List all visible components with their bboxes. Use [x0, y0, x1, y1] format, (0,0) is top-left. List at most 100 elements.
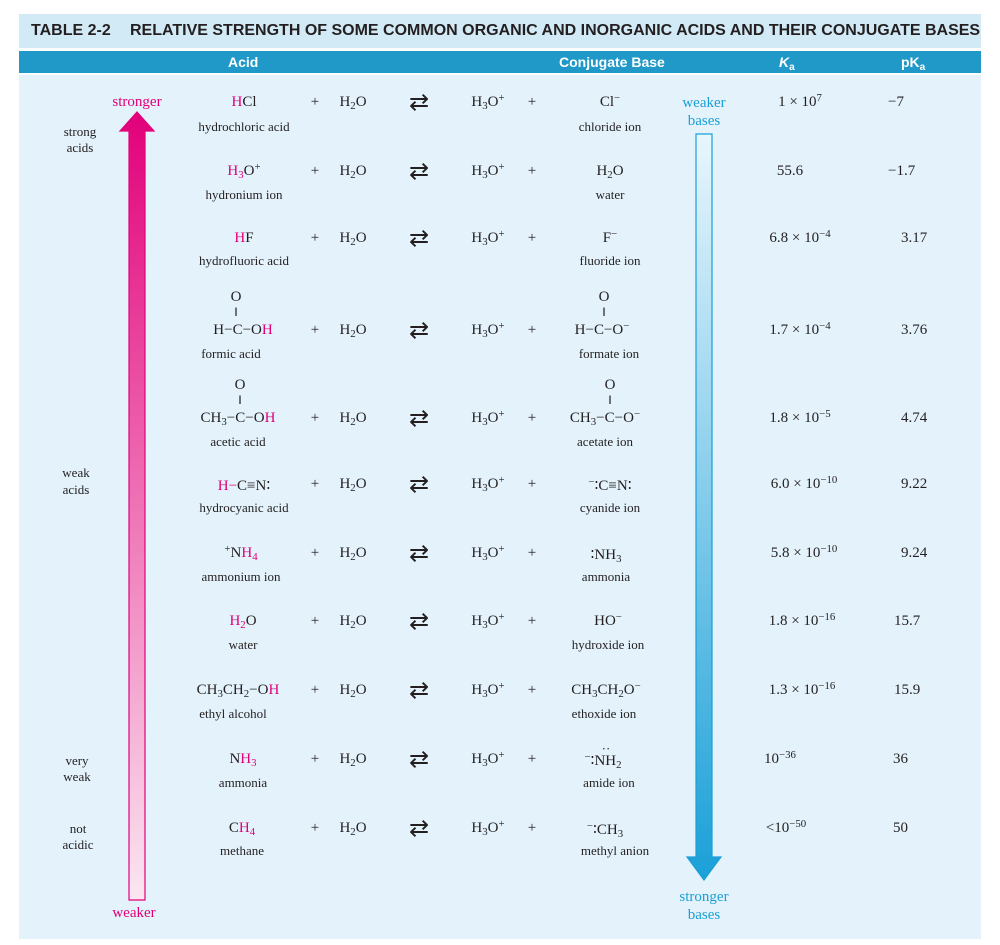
equilibrium-arrow-icon: ⇄ — [408, 226, 430, 252]
plus-sign: + — [527, 682, 537, 698]
plus-sign: + — [310, 751, 320, 767]
water-reactant: H2O — [339, 322, 367, 341]
acid-formula: NH3 — [229, 751, 257, 770]
plus-sign: + — [310, 410, 320, 426]
strong-acids-label-1: strong — [63, 124, 97, 139]
base-name: water — [595, 187, 625, 202]
hydronium-product: H3O+ — [471, 161, 505, 182]
pka-value: 9.22 — [901, 476, 928, 492]
strong-acids-label-2: acids — [66, 140, 94, 155]
carbonyl-o: O — [234, 377, 246, 393]
table-number: TABLE 2-2 — [31, 22, 111, 39]
pka-value: −1.7 — [888, 163, 916, 179]
not-acidic-label-2: acidic — [62, 837, 94, 852]
ka-value: 55.6 — [776, 163, 804, 179]
equilibrium-arrow-icon: ⇄ — [408, 747, 430, 773]
hydronium-product: H3O+ — [471, 818, 505, 839]
plus-sign: + — [527, 94, 537, 110]
acid-name: ammonia — [218, 775, 268, 790]
acid-formula: +NH4 — [224, 543, 258, 564]
plus-sign: + — [310, 230, 320, 246]
acid-name: water — [228, 637, 258, 652]
equilibrium-arrow-icon: ⇄ — [408, 406, 430, 432]
ka-value: 1.3 × 10−16 — [768, 680, 836, 698]
very-weak-label-2: weak — [63, 769, 91, 784]
acid-strength-arrow — [118, 111, 156, 901]
very-weak-label-1: very — [65, 753, 89, 768]
header-conjugate-base: Conjugate Base — [559, 54, 665, 70]
lone-pair-dots: ·· — [601, 741, 611, 756]
base-formula: H−C−O− — [574, 320, 630, 338]
plus-sign: + — [527, 322, 537, 338]
base-name: formate ion — [578, 346, 640, 361]
hydronium-product: H3O+ — [471, 408, 505, 429]
base-formula: ∶NH3 — [590, 547, 622, 566]
carbonyl-o: O — [230, 289, 242, 305]
base-name: ethoxide ion — [571, 706, 637, 721]
equilibrium-arrow-icon: ⇄ — [408, 678, 430, 704]
ka-value: <10−50 — [765, 818, 807, 836]
acid-formula: H2O — [229, 613, 257, 632]
carbonyl-o: O — [598, 289, 610, 305]
pka-value: 36 — [893, 751, 908, 767]
base-formula: H2O — [596, 163, 624, 182]
pka-value: 3.17 — [901, 230, 928, 246]
pka-value: 15.9 — [894, 682, 921, 698]
acid-name: ethyl alcohol — [199, 706, 267, 721]
double-bond: ‖ — [608, 392, 612, 407]
base-strength-arrow — [685, 133, 723, 882]
header-ka: Ka — [779, 54, 795, 74]
ka-value: 5.8 × 10−10 — [770, 543, 838, 561]
acid-name: ammonium ion — [201, 569, 281, 584]
plus-sign: + — [527, 163, 537, 179]
acid-name: formic acid — [201, 346, 261, 361]
equilibrium-arrow-icon: ⇄ — [408, 541, 430, 567]
equilibrium-arrow-icon: ⇄ — [408, 90, 430, 116]
hydronium-product: H3O+ — [471, 543, 505, 564]
hydronium-product: H3O+ — [471, 92, 505, 113]
base-formula: −∶CH3 — [586, 820, 624, 841]
stronger-bases-label-2: bases — [687, 907, 721, 923]
weak-acids-label-2: acids — [62, 482, 90, 497]
hydronium-product: H3O+ — [471, 680, 505, 701]
base-formula: F− — [602, 228, 618, 246]
plus-sign: + — [310, 163, 320, 179]
base-name: hydroxide ion — [571, 637, 645, 652]
weaker-bases-label-1: weaker — [682, 95, 726, 111]
header-acid: Acid — [228, 54, 259, 70]
ka-value: 1.8 × 10−5 — [769, 408, 831, 426]
ka-value: 1.8 × 10−16 — [768, 611, 836, 629]
water-reactant: H2O — [339, 94, 367, 113]
ka-value: 6.8 × 10−4 — [769, 228, 831, 246]
plus-sign: + — [527, 820, 537, 836]
acid-formula: HCl — [231, 94, 257, 110]
hydronium-product: H3O+ — [471, 228, 505, 249]
water-reactant: H2O — [339, 410, 367, 429]
water-reactant: H2O — [339, 613, 367, 632]
plus-sign: + — [527, 545, 537, 561]
pka-value: 15.7 — [894, 613, 921, 629]
weaker-acid-label: weaker — [112, 905, 156, 921]
pka-value: 50 — [893, 820, 908, 836]
acid-formula: H−C≡N∶ — [217, 478, 271, 494]
ka-value: 10−36 — [764, 749, 796, 767]
equilibrium-arrow-icon: ⇄ — [408, 609, 430, 635]
acid-formula: CH3−C−OH — [200, 410, 276, 429]
ka-value: 6.0 × 10−10 — [770, 474, 838, 492]
acid-formula: CH4 — [228, 820, 256, 839]
hydronium-product: H3O+ — [471, 320, 505, 341]
double-bond: ‖ — [602, 304, 606, 319]
base-name: chloride ion — [578, 119, 642, 134]
double-bond: ‖ — [234, 304, 238, 319]
pka-value: −7 — [888, 94, 904, 110]
acid-name: methane — [219, 843, 265, 858]
acid-name: hydronium ion — [205, 187, 283, 202]
plus-sign: + — [527, 751, 537, 767]
double-bond: ‖ — [238, 392, 242, 407]
plus-sign: + — [310, 545, 320, 561]
weaker-bases-label-2: bases — [687, 113, 721, 129]
base-name: acetate ion — [577, 434, 633, 449]
plus-sign: + — [527, 230, 537, 246]
